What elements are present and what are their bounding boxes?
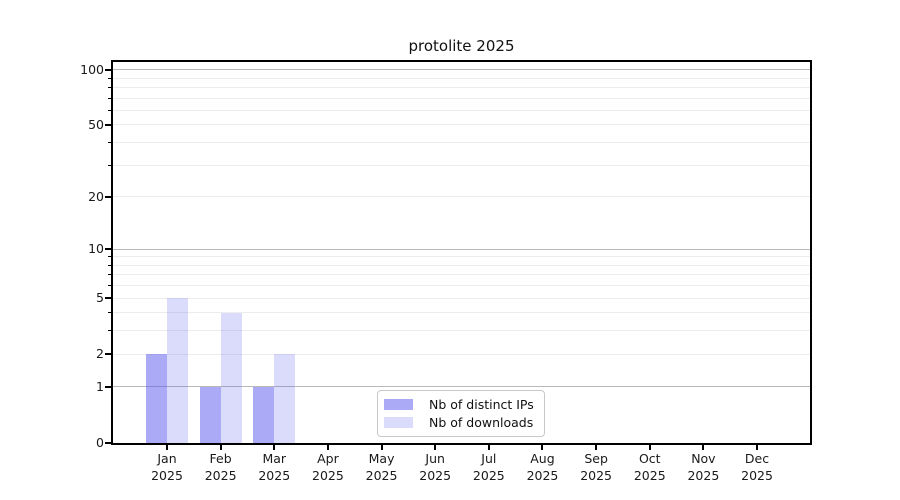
y-tick-label: 5 xyxy=(96,290,104,306)
legend-label-downloads: Nb of downloads xyxy=(429,414,534,430)
x-tick-label-nov: Nov 2025 xyxy=(663,450,743,484)
x-tick-month: Jan xyxy=(157,451,177,466)
x-tick-label-may: May 2025 xyxy=(342,450,422,484)
gridline xyxy=(113,124,810,126)
x-tick-year: 2025 xyxy=(472,468,505,483)
gridline xyxy=(113,353,810,355)
x-tick-year: 2025 xyxy=(365,468,398,483)
x-tick-mark xyxy=(648,445,651,450)
x-tick-mark xyxy=(273,445,276,450)
x-tick-label-mar: Mar 2025 xyxy=(234,450,314,484)
x-tick-month: Apr xyxy=(317,451,339,466)
x-tick-month: Aug xyxy=(530,451,555,466)
gridline xyxy=(113,248,810,250)
x-tick-label-apr: Apr 2025 xyxy=(288,450,368,484)
plot-area xyxy=(111,60,812,445)
x-tick-month: Nov xyxy=(691,451,716,466)
x-tick-label-oct: Oct 2025 xyxy=(610,450,690,484)
gridline xyxy=(113,285,810,287)
legend-swatch-distinct-ips xyxy=(384,399,413,410)
gridline xyxy=(113,386,810,388)
x-tick-mark xyxy=(756,445,759,450)
x-tick-mark xyxy=(541,445,544,450)
x-tick-label-jan: Jan 2025 xyxy=(127,450,207,484)
bar-downloads-mar xyxy=(274,354,296,443)
y-tick-label: 0 xyxy=(96,435,104,450)
x-tick-year: 2025 xyxy=(741,468,773,483)
x-tick-year: 2025 xyxy=(258,468,291,483)
x-tick-year: 2025 xyxy=(419,468,452,483)
x-tick-mark xyxy=(595,445,598,450)
legend-item-distinct-ips: Nb of distinct IPs xyxy=(384,396,536,413)
x-tick-month: Jun xyxy=(425,451,445,466)
y-tick-label: 100 xyxy=(80,61,104,77)
x-tick-year: 2025 xyxy=(526,468,559,483)
x-tick-year: 2025 xyxy=(204,468,237,483)
gridline xyxy=(113,330,810,332)
gridline xyxy=(113,109,810,111)
x-tick-mark xyxy=(702,445,705,450)
x-tick-month: Jul xyxy=(481,451,497,466)
x-tick-mark xyxy=(219,445,222,450)
x-tick-mark xyxy=(487,445,490,450)
x-tick-label-dec: Dec 2025 xyxy=(717,450,797,484)
x-tick-month: Dec xyxy=(744,451,770,466)
x-tick-year: 2025 xyxy=(633,468,666,483)
x-tick-year: 2025 xyxy=(687,468,720,483)
gridline xyxy=(113,142,810,144)
x-tick-mark xyxy=(166,445,168,450)
bar-distinct-ips-feb xyxy=(199,386,221,443)
gridline xyxy=(113,86,810,88)
x-tick-year: 2025 xyxy=(580,468,613,483)
x-tick-label-jul: Jul 2025 xyxy=(449,450,529,484)
gridline xyxy=(113,274,810,276)
legend-swatch-downloads xyxy=(384,417,413,428)
x-tick-mark xyxy=(434,445,437,450)
gridline xyxy=(113,97,810,99)
x-tick-label-sep: Sep 2025 xyxy=(556,450,636,484)
bar-distinct-ips-mar xyxy=(253,386,275,443)
gridline xyxy=(113,297,810,299)
bars-layer xyxy=(113,62,810,443)
x-tick-mark xyxy=(380,445,383,450)
x-tick-label-aug: Aug 2025 xyxy=(502,450,582,484)
x-tick-month: Oct xyxy=(638,451,661,466)
x-tick-label-feb: Feb 2025 xyxy=(181,450,261,484)
x-tick-year: 2025 xyxy=(151,468,183,483)
y-tick-label: 10 xyxy=(88,241,104,256)
gridline xyxy=(113,77,810,79)
gridline xyxy=(113,256,810,258)
gridline xyxy=(113,196,810,198)
y-tick-label: 1 xyxy=(96,378,104,394)
x-tick-month: Sep xyxy=(584,451,608,466)
y-tick-label: 2 xyxy=(96,346,104,362)
x-tick-year: 2025 xyxy=(312,468,344,483)
gridline xyxy=(113,264,810,266)
chart-title: protolite 2025 xyxy=(408,37,515,55)
gridline xyxy=(113,164,810,166)
y-tick-label: 50 xyxy=(88,116,104,132)
legend-label-distinct-ips: Nb of distinct IPs xyxy=(429,396,534,412)
y-tick-label: 20 xyxy=(88,188,104,204)
x-tick-mark xyxy=(326,445,329,450)
bar-downloads-feb xyxy=(220,312,242,443)
legend-item-downloads: Nb of downloads xyxy=(384,414,536,431)
x-tick-month: May xyxy=(368,451,395,466)
bar-distinct-ips-jan xyxy=(146,354,167,443)
gridline xyxy=(113,69,810,71)
x-tick-month: Mar xyxy=(262,451,287,466)
gridline xyxy=(113,312,810,314)
bar-downloads-jan xyxy=(167,298,188,443)
gridlines-layer xyxy=(113,62,810,443)
x-tick-label-jun: Jun 2025 xyxy=(395,450,475,484)
legend: Nb of distinct IPs Nb of downloads xyxy=(377,390,545,437)
x-tick-month: Feb xyxy=(209,451,232,466)
